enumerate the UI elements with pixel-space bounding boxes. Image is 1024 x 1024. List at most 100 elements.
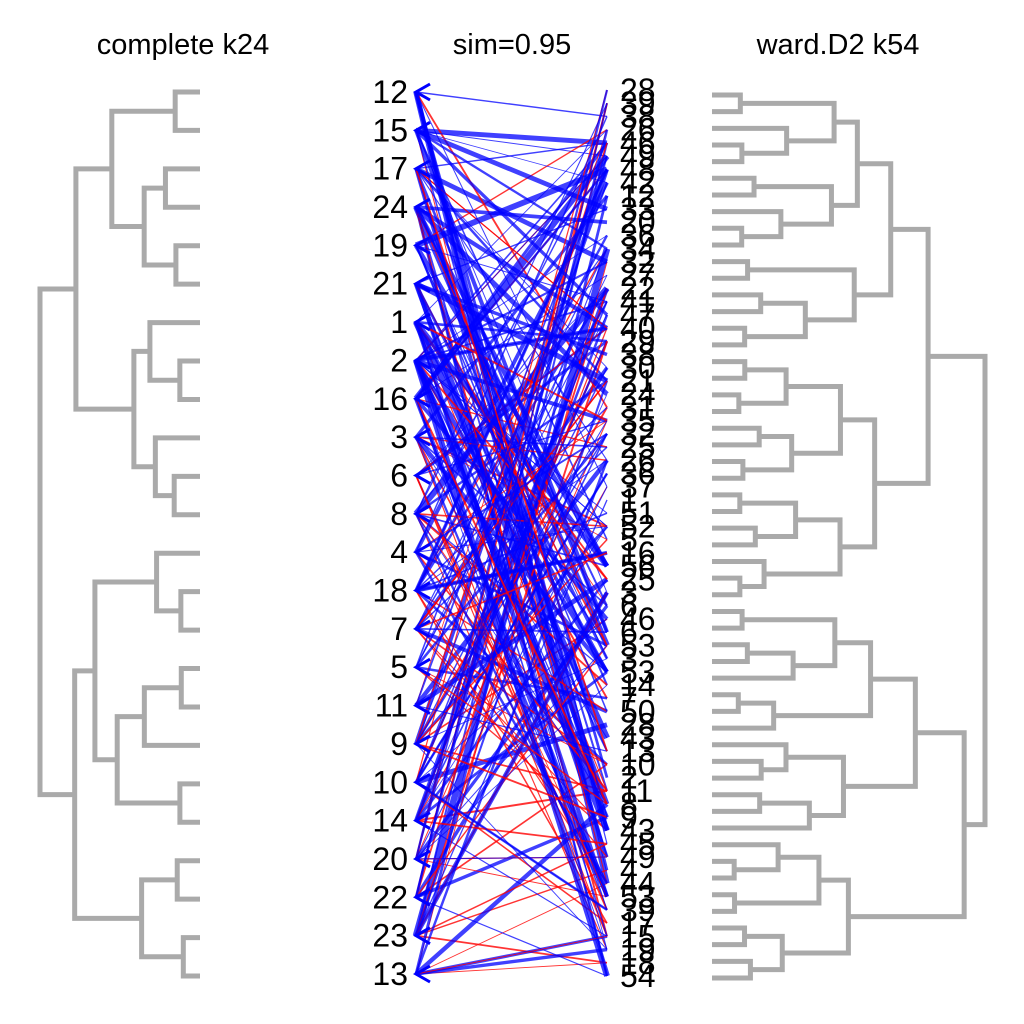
right-leaf-label: 32 bbox=[620, 416, 656, 452]
cluster-link bbox=[415, 301, 608, 630]
cluster-link bbox=[415, 127, 608, 146]
right-leaf-label: 37 bbox=[620, 469, 656, 505]
dendrogram-branch bbox=[712, 125, 790, 156]
right-leaf-label: 16 bbox=[620, 535, 656, 571]
right-leaf-label: 38 bbox=[620, 336, 656, 372]
cluster-link bbox=[415, 475, 608, 911]
dendrogram-branch bbox=[712, 650, 796, 681]
right-leaf-label: 39 bbox=[620, 85, 656, 121]
cluster-link bbox=[415, 340, 608, 936]
center-panel-title: sim=0.95 bbox=[453, 29, 571, 61]
right-leaf-label: 29 bbox=[620, 323, 656, 359]
cluster-link bbox=[415, 168, 608, 329]
cluster-link bbox=[415, 406, 608, 745]
cluster-link bbox=[415, 645, 608, 860]
right-dendrogram bbox=[712, 92, 988, 981]
right-leaf-label: 28 bbox=[620, 72, 656, 108]
right-leaf-label: 20 bbox=[620, 204, 656, 240]
right-leaf-label: 14 bbox=[620, 667, 656, 703]
right-leaf-label: 41 bbox=[620, 284, 656, 320]
dendrogram-branch bbox=[712, 225, 745, 248]
dendrogram-branch bbox=[173, 243, 200, 287]
left-leaf-label: 14 bbox=[372, 803, 408, 839]
right-leaf-label: 17 bbox=[620, 905, 656, 941]
left-leaf-label: 20 bbox=[372, 841, 408, 877]
dendrogram-branch bbox=[744, 933, 785, 973]
left-leaf-label: 9 bbox=[390, 726, 408, 762]
dendrogram-branch bbox=[712, 175, 757, 198]
dendrogram-branch bbox=[782, 877, 851, 956]
link-arrowhead bbox=[412, 926, 431, 945]
right-leaf-label: 46 bbox=[620, 601, 656, 637]
cluster-link bbox=[415, 142, 608, 170]
cluster-link bbox=[415, 260, 608, 362]
right-leaf-label: 53 bbox=[620, 627, 656, 663]
cluster-link bbox=[415, 513, 608, 528]
right-leaf-label: 38 bbox=[620, 98, 656, 134]
right-leaf-label: 3 bbox=[620, 575, 638, 611]
cluster-link bbox=[415, 129, 608, 250]
dendrogram-branch bbox=[764, 517, 843, 577]
cluster-link bbox=[414, 525, 609, 745]
cluster-link bbox=[415, 962, 608, 975]
link-arrowhead bbox=[412, 312, 431, 332]
cluster-link bbox=[415, 420, 608, 553]
right-leaf-label: 53 bbox=[620, 654, 656, 690]
dendrogram-branch bbox=[131, 348, 156, 470]
link-arrowhead bbox=[412, 657, 431, 677]
right-leaf-label: 48 bbox=[620, 151, 656, 187]
left-leaf-label: 6 bbox=[390, 457, 408, 493]
dendrogram-branch bbox=[178, 666, 200, 710]
cluster-link bbox=[415, 666, 608, 805]
cluster-link bbox=[415, 618, 608, 745]
dendrogram-branch bbox=[154, 550, 200, 614]
dendrogram-branch bbox=[712, 700, 777, 731]
right-leaf-label: 46 bbox=[620, 125, 656, 161]
right-leaf-label: 53 bbox=[620, 879, 656, 915]
link-arrowhead bbox=[412, 888, 431, 907]
left-leaf-label: 5 bbox=[390, 649, 408, 685]
dendrogram-branch bbox=[854, 161, 894, 298]
right-leaf-label: 27 bbox=[620, 257, 656, 293]
cluster-link bbox=[415, 947, 608, 976]
right-dendrogram-title: ward.D2 k54 bbox=[756, 29, 920, 61]
dendrogram-branch bbox=[712, 425, 762, 448]
left-leaf-label: 4 bbox=[390, 534, 408, 570]
dendrogram-branch bbox=[73, 166, 134, 412]
right-leaf-label: 4 bbox=[620, 852, 638, 888]
link-arrowhead bbox=[412, 197, 431, 217]
dendrogram-branch bbox=[786, 384, 843, 456]
right-leaf-label: 2 bbox=[620, 760, 638, 796]
right-leaf-label: 26 bbox=[620, 112, 656, 148]
dendrogram-branch bbox=[874, 226, 931, 486]
dendrogram-branch bbox=[712, 325, 748, 348]
cluster-link bbox=[414, 591, 609, 937]
cluster-link bbox=[414, 91, 609, 779]
cluster-link bbox=[415, 155, 608, 668]
cluster-link bbox=[415, 665, 608, 700]
cluster-link bbox=[415, 628, 608, 858]
left-leaf-label: 11 bbox=[375, 688, 408, 724]
dendrogram-branch bbox=[712, 800, 812, 831]
right-leaf-label: 32 bbox=[620, 244, 656, 280]
cluster-link bbox=[415, 129, 608, 706]
link-arrowhead bbox=[412, 236, 431, 255]
cluster-link bbox=[414, 359, 609, 819]
right-leaf-label: 47 bbox=[620, 297, 656, 333]
right-leaf-label: 34 bbox=[620, 231, 656, 267]
left-dendrogram bbox=[37, 89, 200, 979]
dendrogram-branch bbox=[712, 459, 746, 481]
link-arrowhead bbox=[412, 964, 431, 984]
right-leaf-label: 52 bbox=[620, 508, 656, 544]
link-arrowhead bbox=[412, 159, 431, 178]
dendrogram-branch bbox=[712, 525, 758, 548]
dendrogram-branch bbox=[712, 558, 767, 589]
right-leaf-label: 6 bbox=[620, 614, 638, 650]
right-leaf-label: 40 bbox=[620, 310, 656, 346]
dendrogram-branch bbox=[174, 858, 200, 902]
dendrogram-branch bbox=[712, 492, 743, 515]
right-leaf-label: 45 bbox=[620, 826, 656, 862]
right-leaf-label: 36 bbox=[620, 217, 656, 253]
dendrogram-branch bbox=[109, 108, 176, 230]
dendrogram-branch bbox=[738, 367, 789, 406]
